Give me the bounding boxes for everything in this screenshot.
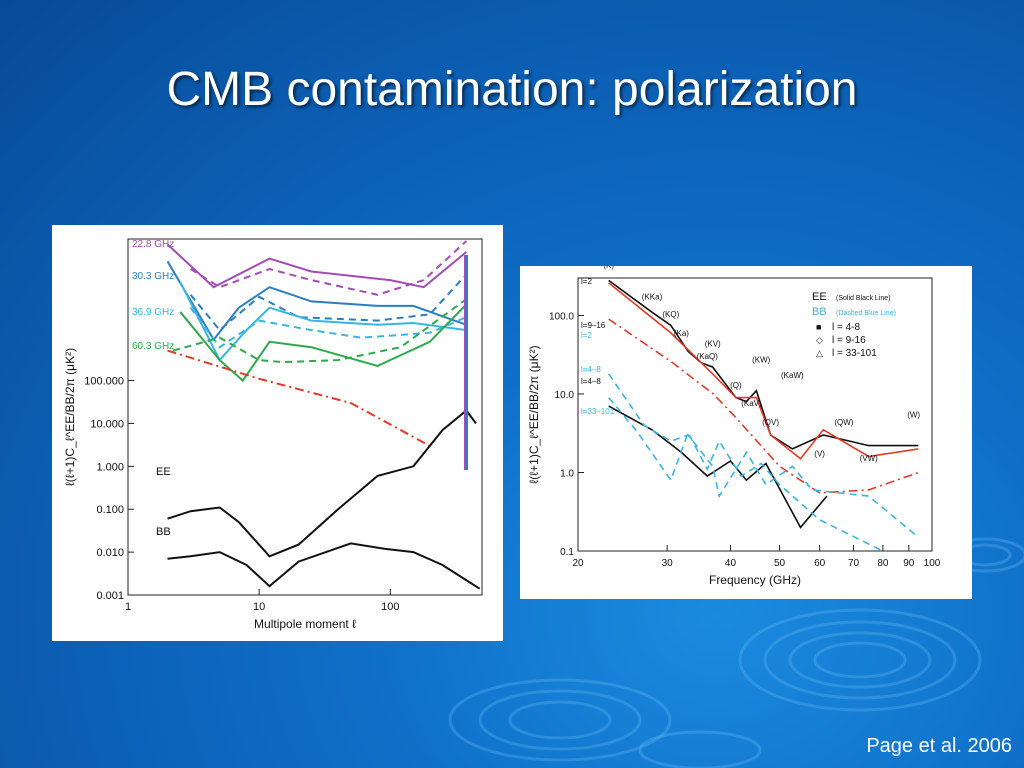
- band-label: 60.3 GHz: [132, 341, 174, 352]
- legend-bb: BB: [812, 306, 827, 318]
- x-tick-label: 100: [381, 601, 399, 613]
- y-tick-label: 0.100: [96, 504, 124, 516]
- band-label: (VW): [860, 454, 879, 463]
- series-line-1: [608, 282, 919, 460]
- x-axis-label: Multipole moment ℓ: [254, 617, 356, 631]
- plot-frame: [577, 277, 933, 552]
- band-label: (KQ): [662, 310, 679, 319]
- frequency-spectrum-chart: 20 30 40 50 60 70 80 90 100 100.0 10.0 1.0 0.1 Freque…: [527, 261, 941, 587]
- band-label: (Ka): [674, 329, 689, 338]
- band-label: (KV): [705, 340, 721, 349]
- y-tick-label: 0.010: [96, 547, 124, 559]
- series-line-4: [608, 373, 919, 538]
- series-line-1: [190, 240, 468, 296]
- row-label: l=2: [581, 331, 592, 340]
- series-line-10: [167, 542, 481, 590]
- row-label: l=4–8: [581, 365, 601, 374]
- x-tick-label: 1: [125, 601, 131, 613]
- y-tick-label: 10.0: [555, 390, 575, 401]
- legend-item: l = 9-16: [832, 335, 866, 346]
- band-label: (QV): [762, 418, 779, 427]
- x-axis-label: Frequency (GHz): [709, 573, 801, 587]
- y-tick-label: 10.000: [90, 418, 124, 430]
- x-tick-label: 20: [572, 558, 584, 569]
- row-label: l=2: [581, 277, 592, 286]
- x-tick-label: 40: [725, 558, 737, 569]
- slide-title: CMB contamination: polarization: [166, 63, 858, 116]
- band-label: (K): [603, 266, 614, 270]
- series-line-5: [189, 307, 467, 349]
- y-tick-label: 100.000: [84, 376, 124, 388]
- row-label: l=4–8: [581, 377, 601, 386]
- band-label: (QW): [834, 418, 853, 427]
- series-line-8: [167, 349, 431, 447]
- curve-label: BB: [156, 526, 171, 538]
- legend-ee-note: (Solid Black Line): [836, 295, 890, 302]
- series-line-4: [179, 281, 467, 362]
- band-label: (Q): [730, 381, 742, 390]
- x-tick-label: 70: [848, 558, 860, 569]
- row-label: l=33–101: [581, 407, 615, 416]
- row-label: l=9–16: [581, 321, 606, 330]
- x-tick-label: 90: [903, 558, 915, 569]
- x-tick-label: 60: [814, 558, 826, 569]
- y-tick-label: 1.000: [96, 461, 124, 473]
- series-line-2: [608, 318, 919, 494]
- multipole-spectrum-chart: 1 10 100 100.000 10.000 1.000 0.100 0.010 0.001 M…: [63, 238, 483, 631]
- band-label: (KaW): [781, 371, 804, 380]
- band-label: 30.3 GHz: [132, 271, 174, 282]
- legend-marker: ◇: [816, 335, 823, 345]
- x-tick-label: 10: [253, 601, 265, 613]
- series-line-9: [167, 409, 477, 558]
- x-tick-label: 30: [662, 558, 674, 569]
- frequency-chart-panel: 20 30 40 50 60 70 80 90 100 100.0 10.0 1.0 0.1 Freque…: [520, 261, 972, 599]
- legend-marker: △: [816, 348, 823, 358]
- legend-item: l = 33-101: [832, 348, 877, 359]
- band-label: (V): [814, 449, 825, 458]
- legend-marker: ■: [816, 322, 821, 332]
- x-tick-label: 50: [774, 558, 786, 569]
- y-axis-label: ℓ(ℓ+1)C_ℓ^EE/BB/2π (μK²): [63, 348, 77, 486]
- series-line-0: [166, 243, 468, 289]
- series-line-7: [172, 298, 467, 364]
- legend-ee: EE: [812, 291, 827, 303]
- series-line-2: [166, 260, 467, 342]
- y-tick-label: 0.1: [560, 547, 574, 558]
- series-line-3: [608, 405, 828, 529]
- band-label: (W): [907, 411, 920, 420]
- plot-frame: [127, 238, 483, 596]
- curve-label: EE: [156, 466, 171, 478]
- band-label: 36.9 GHz: [132, 307, 174, 318]
- y-tick-label: 0.001: [96, 590, 124, 602]
- y-tick-label: 100.0: [549, 311, 574, 322]
- band-label: (KaV): [741, 399, 762, 408]
- series-line-6: [179, 303, 468, 383]
- band-label: (KaQ): [697, 352, 719, 361]
- band-label: (KW): [752, 356, 771, 365]
- band-label: (KKa): [642, 292, 663, 301]
- citation: Page et al. 2006: [866, 735, 1012, 757]
- band-label: 22.8 GHz: [132, 239, 174, 250]
- x-tick-label: 100: [924, 558, 941, 569]
- legend-bb-note: (Dashed Blue Line): [836, 310, 896, 317]
- x-tick-label: 80: [877, 558, 889, 569]
- multipole-chart-panel: 1 10 100 100.000 10.000 1.000 0.100 0.010 0.001 M…: [52, 225, 503, 641]
- y-axis-label: ℓ(ℓ+1)C_ℓ^EE/BB/2π (μK²): [527, 345, 541, 483]
- legend-item: l = 4-8: [832, 322, 861, 333]
- y-tick-label: 1.0: [560, 468, 574, 479]
